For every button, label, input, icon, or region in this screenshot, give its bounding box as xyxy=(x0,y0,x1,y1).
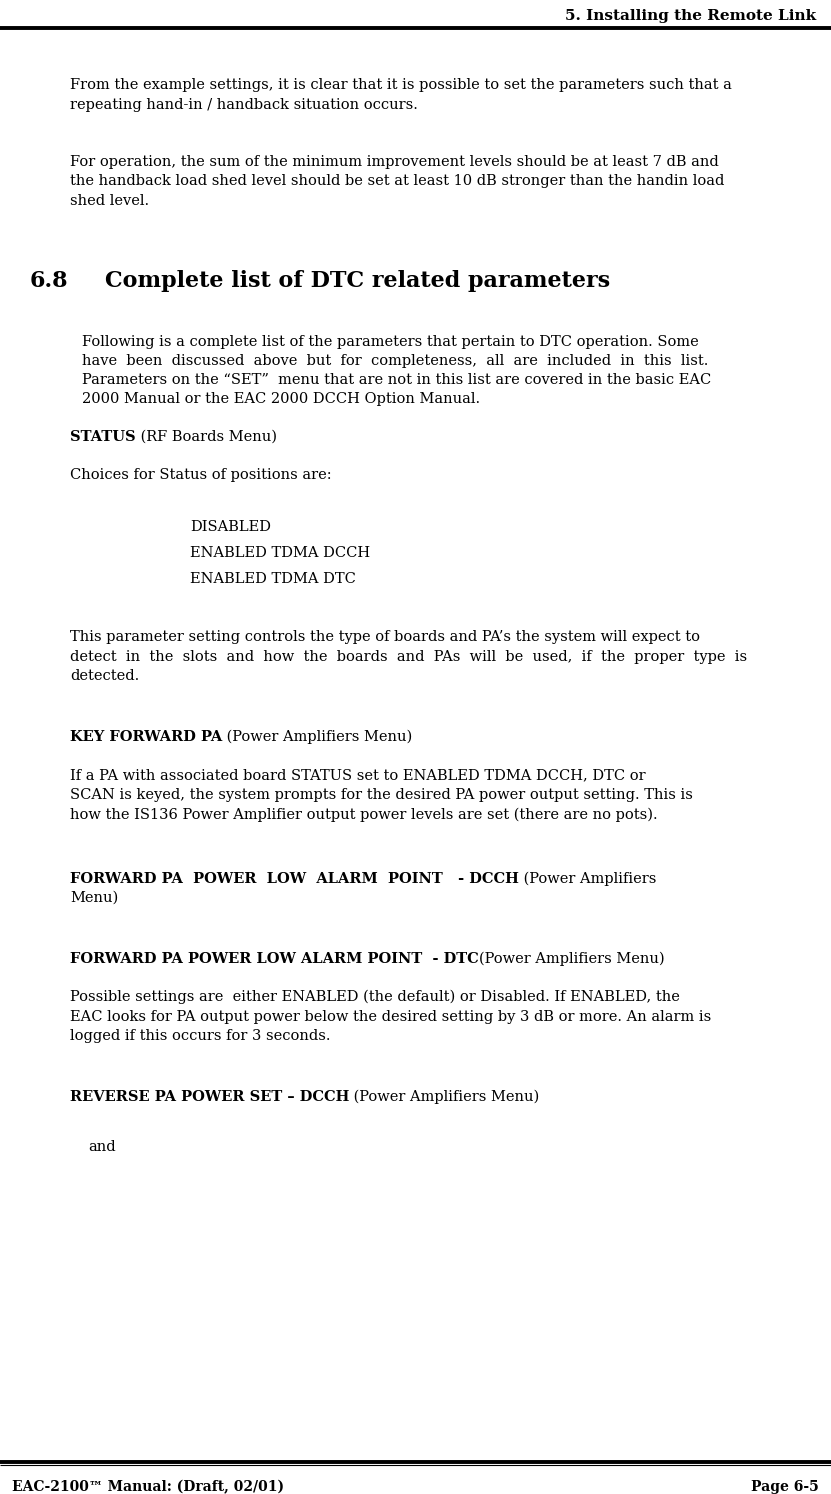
Text: ENABLED TDMA DTC: ENABLED TDMA DTC xyxy=(190,572,356,586)
Text: (Power Amplifiers Menu): (Power Amplifiers Menu) xyxy=(479,952,664,967)
Text: EAC-2100™ Manual: (Draft, 02/01): EAC-2100™ Manual: (Draft, 02/01) xyxy=(12,1481,284,1494)
Text: From the example settings, it is clear that it is possible to set the parameters: From the example settings, it is clear t… xyxy=(70,78,732,112)
Text: 6.8: 6.8 xyxy=(30,270,69,291)
Text: Choices for Status of positions are:: Choices for Status of positions are: xyxy=(70,468,332,483)
Text: (Power Amplifiers: (Power Amplifiers xyxy=(519,872,656,886)
Text: Menu): Menu) xyxy=(70,890,118,905)
Text: Possible settings are  either ENABLED (the default) or Disabled. If ENABLED, the: Possible settings are either ENABLED (th… xyxy=(70,991,711,1043)
Text: (Power Amplifiers Menu): (Power Amplifiers Menu) xyxy=(222,731,412,744)
Text: If a PA with associated board STATUS set to ENABLED TDMA DCCH, DTC or
SCAN is ke: If a PA with associated board STATUS set… xyxy=(70,768,693,822)
Text: FORWARD PA  POWER  LOW  ALARM  POINT   - DCCH: FORWARD PA POWER LOW ALARM POINT - DCCH xyxy=(70,872,519,886)
Text: and: and xyxy=(88,1140,116,1153)
Text: FORWARD PA POWER LOW ALARM POINT  - DTC: FORWARD PA POWER LOW ALARM POINT - DTC xyxy=(70,952,479,967)
Text: Page 6-5: Page 6-5 xyxy=(751,1481,819,1494)
Text: For operation, the sum of the minimum improvement levels should be at least 7 dB: For operation, the sum of the minimum im… xyxy=(70,155,725,208)
Text: DISABLED: DISABLED xyxy=(190,520,271,533)
Text: ENABLED TDMA DCCH: ENABLED TDMA DCCH xyxy=(190,545,370,560)
Text: REVERSE PA POWER SET – DCCH: REVERSE PA POWER SET – DCCH xyxy=(70,1091,349,1104)
Text: Complete list of DTC related parameters: Complete list of DTC related parameters xyxy=(105,270,610,291)
Text: (RF Boards Menu): (RF Boards Menu) xyxy=(135,430,277,444)
Text: Parameters on the “SET”  menu that are not in this list are covered in the basic: Parameters on the “SET” menu that are no… xyxy=(82,374,711,387)
Text: 2000 Manual or the EAC 2000 DCCH Option Manual.: 2000 Manual or the EAC 2000 DCCH Option … xyxy=(82,391,480,406)
Text: This parameter setting controls the type of boards and PA’s the system will expe: This parameter setting controls the type… xyxy=(70,630,747,683)
Text: have  been  discussed  above  but  for  completeness,  all  are  included  in  t: have been discussed above but for comple… xyxy=(82,354,708,368)
Text: STATUS: STATUS xyxy=(70,430,135,444)
Text: 5. Installing the Remote Link: 5. Installing the Remote Link xyxy=(565,9,816,22)
Text: (Power Amplifiers Menu): (Power Amplifiers Menu) xyxy=(349,1091,539,1104)
Text: KEY FORWARD PA: KEY FORWARD PA xyxy=(70,731,222,744)
Text: Following is a complete list of the parameters that pertain to DTC operation. So: Following is a complete list of the para… xyxy=(82,335,699,350)
